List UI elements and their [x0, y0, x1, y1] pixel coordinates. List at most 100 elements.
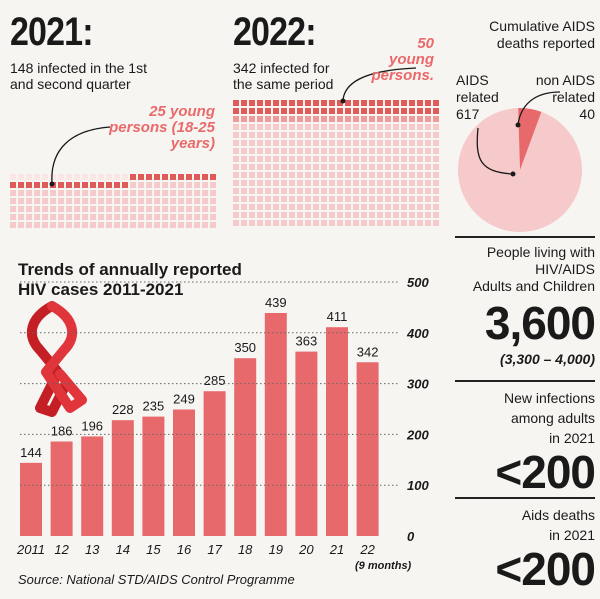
person-square — [178, 190, 184, 196]
person-square — [74, 182, 80, 188]
pie-label-aids-line1: AIDS — [456, 72, 489, 88]
person-square — [321, 164, 327, 170]
x-tick-label: 21 — [329, 542, 344, 557]
person-square — [34, 198, 40, 204]
person-square — [265, 124, 271, 130]
person-square — [18, 182, 24, 188]
person-square — [353, 100, 359, 106]
person-square — [305, 180, 311, 186]
year-2022-desc-line1: 342 infected for — [233, 60, 330, 76]
person-square — [90, 222, 96, 228]
bar-value-label: 249 — [173, 392, 195, 407]
pie-slice-aids-related — [457, 108, 582, 232]
person-square — [369, 132, 375, 138]
person-square — [289, 148, 295, 154]
x-tick-label: 13 — [85, 542, 100, 557]
person-square — [257, 148, 263, 154]
pie-label-non-aids: non AIDS related 40 — [510, 72, 595, 123]
person-square — [42, 222, 48, 228]
person-square — [281, 212, 287, 218]
person-square — [273, 220, 279, 226]
person-square — [249, 212, 255, 218]
person-square — [146, 182, 152, 188]
person-square — [377, 180, 383, 186]
person-square — [409, 132, 415, 138]
person-square — [305, 212, 311, 218]
person-square — [10, 214, 16, 220]
person-square — [377, 196, 383, 202]
person-square — [329, 172, 335, 178]
person-square — [257, 100, 263, 106]
person-square — [329, 100, 335, 106]
person-square — [249, 156, 255, 162]
red-ribbon-icon — [26, 301, 87, 417]
person-square — [337, 212, 343, 218]
year-2021-heading: 2021: — [10, 10, 94, 54]
person-square — [186, 174, 192, 180]
person-square — [289, 196, 295, 202]
person-square — [297, 132, 303, 138]
person-square — [393, 180, 399, 186]
person-square — [170, 198, 176, 204]
person-square — [321, 140, 327, 146]
person-square — [425, 156, 431, 162]
new-infections-line1: New infections — [503, 390, 595, 406]
person-square — [369, 204, 375, 210]
person-square — [305, 164, 311, 170]
person-square — [289, 220, 295, 226]
pie-slice-non-aids-related — [518, 108, 542, 170]
person-square — [305, 188, 311, 194]
person-square — [265, 108, 271, 114]
person-square — [313, 180, 319, 186]
person-square — [289, 180, 295, 186]
person-square — [377, 140, 383, 146]
person-square — [210, 174, 216, 180]
person-square — [329, 188, 335, 194]
person-square — [401, 220, 407, 226]
person-square — [433, 196, 439, 202]
person-square — [265, 148, 271, 154]
person-square — [130, 222, 136, 228]
person-square — [178, 198, 184, 204]
bars-layer: 144 186 196 228 235 249 285 350 439 363 411 342 — [20, 295, 379, 536]
person-square — [241, 180, 247, 186]
person-square — [393, 132, 399, 138]
bar-value-label: 350 — [234, 340, 256, 355]
person-square — [313, 148, 319, 154]
new-infections-line2: among adults — [510, 410, 595, 426]
person-square — [257, 140, 263, 146]
y-tick-label: 500 — [407, 275, 429, 290]
person-square — [369, 116, 375, 122]
person-square — [265, 100, 271, 106]
person-square — [74, 222, 80, 228]
bar-value-label: 342 — [357, 344, 379, 359]
person-square — [74, 174, 80, 180]
person-square — [265, 196, 271, 202]
person-square — [385, 220, 391, 226]
y-tick-label: 100 — [407, 478, 429, 493]
person-square — [241, 148, 247, 154]
person-square — [273, 132, 279, 138]
y-tick-label: 0 — [407, 529, 415, 544]
person-square — [353, 108, 359, 114]
person-square — [42, 214, 48, 220]
person-square — [265, 180, 271, 186]
person-square — [361, 180, 367, 186]
person-square — [146, 206, 152, 212]
person-square — [289, 108, 295, 114]
person-square — [273, 180, 279, 186]
person-square — [393, 172, 399, 178]
person-square — [154, 222, 160, 228]
person-square — [10, 182, 16, 188]
person-square — [34, 222, 40, 228]
person-square — [433, 220, 439, 226]
person-square — [377, 148, 383, 154]
bar — [326, 327, 348, 536]
person-square — [162, 222, 168, 228]
person-square — [313, 124, 319, 130]
person-square — [401, 188, 407, 194]
person-square — [425, 180, 431, 186]
x-tick-label: 17 — [207, 542, 222, 557]
person-square — [417, 132, 423, 138]
person-square — [249, 100, 255, 106]
